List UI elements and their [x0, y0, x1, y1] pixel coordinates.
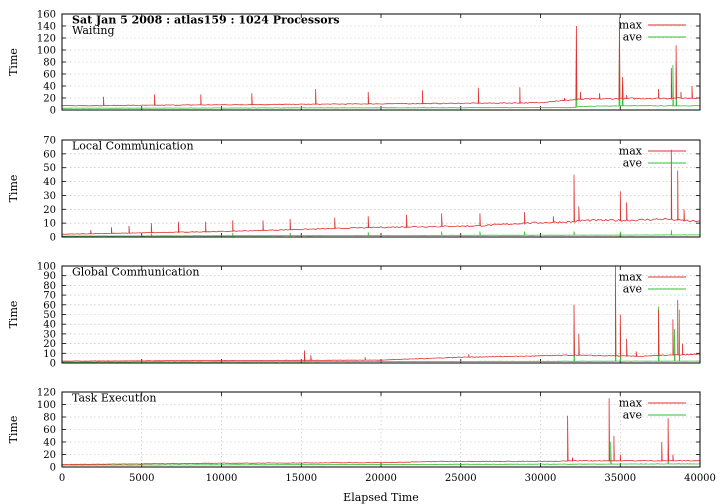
y-tick-label: 60 [43, 425, 56, 436]
y-tick-label: 50 [43, 310, 56, 321]
y-tick-label: 80 [43, 58, 56, 69]
y-axis-label: Time [7, 416, 20, 444]
plot-frame [61, 139, 701, 238]
legend-label-ave: ave [623, 157, 642, 170]
y-tick-label: 10 [43, 219, 56, 230]
series-ave-line [61, 31, 701, 109]
y-tick-label: 40 [43, 82, 56, 93]
x-tick-label: 0 [59, 473, 65, 484]
y-tick-label: 0 [50, 359, 56, 370]
y-tick-label: 0 [50, 233, 56, 244]
plot-frame [61, 13, 701, 111]
y-tick-label: 70 [43, 291, 56, 302]
series-max-line [61, 398, 701, 466]
legend-label-max: max [619, 145, 643, 158]
y-tick-label: 100 [37, 262, 56, 273]
x-tick-label: 20000 [365, 473, 397, 484]
legend-label-max: max [619, 397, 643, 410]
y-tick-label: 40 [43, 320, 56, 331]
y-tick-label: 120 [37, 34, 56, 45]
legend-label-max: max [619, 19, 643, 32]
y-tick-label: 40 [43, 438, 56, 449]
plot-frame [61, 265, 701, 364]
x-tick-label: 10000 [206, 473, 238, 484]
y-tick-label: 100 [37, 400, 56, 411]
panel-title: Local Communication [72, 140, 194, 153]
y-tick-label: 20 [43, 450, 56, 461]
y-tick-label: 10 [43, 349, 56, 360]
y-axis-label: Time [7, 175, 20, 203]
panel-title: Global Communication [72, 266, 200, 279]
legend-label-max: max [619, 271, 643, 284]
y-tick-label: 120 [37, 388, 56, 399]
legend-label-ave: ave [623, 283, 642, 296]
x-tick-label: 15000 [285, 473, 317, 484]
y-tick-label: 160 [37, 10, 56, 21]
y-axis-label: Time [7, 48, 20, 76]
y-tick-label: 60 [43, 70, 56, 81]
panel-2: 0 10 20 30 40 50 60 70 Local Communication maxave… [7, 136, 701, 244]
y-tick-label: 80 [43, 281, 56, 292]
y-tick-label: 20 [43, 339, 56, 350]
series-max-line [61, 149, 701, 235]
series-max-line [62, 265, 701, 362]
panel-title: Task Execution [72, 392, 156, 405]
y-tick-label: 60 [43, 300, 56, 311]
y-tick-label: 0 [50, 106, 56, 117]
y-tick-label: 70 [43, 136, 56, 147]
y-tick-label: 60 [43, 149, 56, 160]
y-tick-label: 140 [37, 22, 56, 33]
x-tick-label: 40000 [684, 473, 716, 484]
y-tick-label: 90 [43, 271, 56, 282]
y-axis-label: Time [7, 301, 20, 329]
x-tick-label: 5000 [129, 473, 154, 484]
x-axis-label: Elapsed Time [343, 491, 419, 504]
series-max-line [61, 16, 700, 107]
x-tick-label: 30000 [525, 473, 557, 484]
y-tick-label: 0 [50, 463, 56, 474]
plot-frame [61, 391, 701, 468]
series-ave-line [61, 230, 701, 237]
y-tick-label: 30 [43, 191, 56, 202]
series-ave-line [61, 290, 701, 363]
legend-label-ave: ave [623, 31, 642, 44]
y-tick-label: 20 [43, 205, 56, 216]
y-tick-label: 30 [43, 329, 56, 340]
y-tick-label: 50 [43, 163, 56, 174]
x-tick-label: 25000 [445, 473, 477, 484]
y-tick-label: 80 [43, 413, 56, 424]
panel-subtitle: Waiting [72, 24, 115, 37]
y-tick-label: 100 [37, 46, 56, 57]
y-tick-label: 20 [43, 94, 56, 105]
series-ave-line [61, 441, 701, 466]
legend-label-ave: ave [623, 409, 642, 422]
y-tick-label: 40 [43, 177, 56, 188]
x-tick-label: 35000 [604, 473, 636, 484]
panel-title: Sat Jan 5 2008 : atlas159 : 1024 Process… [72, 14, 340, 27]
